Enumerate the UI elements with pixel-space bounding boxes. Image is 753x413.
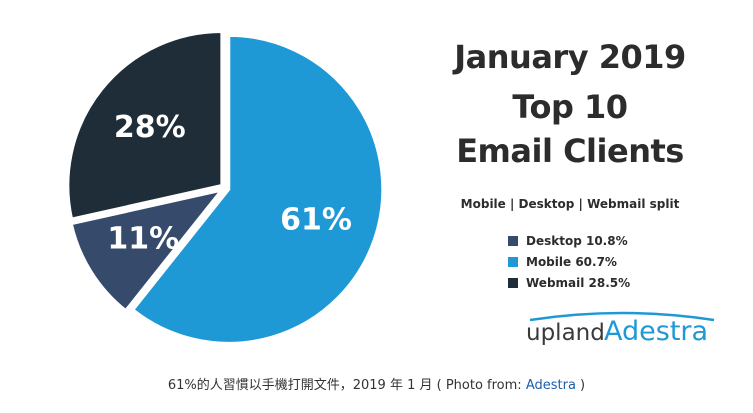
logo-word-adestra: Adestra xyxy=(604,316,709,347)
chart-subtitle: Mobile | Desktop | Webmail split xyxy=(460,197,680,211)
legend-label-mobile: Mobile 60.7% xyxy=(526,254,617,269)
caption-source-link[interactable]: Adestra xyxy=(525,378,576,393)
pie-label-mobile: 61% xyxy=(280,202,352,237)
legend-label-webmail: Webmail 28.5% xyxy=(526,275,631,290)
legend-swatch-mobile xyxy=(508,256,518,267)
chart-title-line-1: January 2019 xyxy=(454,38,686,76)
chart-title-line-3: Email Clients xyxy=(456,132,684,170)
legend-item-webmail: Webmail 28.5% xyxy=(508,272,630,293)
caption-suffix: ) xyxy=(575,378,586,393)
chart-title-line-2: Top 10 xyxy=(512,88,628,126)
pie-label-webmail: 28% xyxy=(114,110,186,145)
pie-slice-mobile xyxy=(130,33,385,345)
caption-text: 61%的人習慣以手機打開文件，2019 年 1 月 ( Photo from: xyxy=(167,378,526,393)
pie-label-desktop: 11% xyxy=(107,222,179,257)
pie-slice-webmail xyxy=(66,29,224,221)
pie-chart: 61% 11% 28% xyxy=(66,29,385,345)
legend-label-desktop: Desktop 10.8% xyxy=(526,233,628,248)
chart-figure: 61% 11% 28% January 2019 Top 10 Email Clie… xyxy=(66,29,722,358)
logo-word-upland: upland xyxy=(526,320,605,346)
image-caption: 61%的人習慣以手機打開文件，2019 年 1 月 ( Photo from: … xyxy=(0,374,753,393)
logo-swoosh-icon xyxy=(529,311,715,322)
legend-swatch-webmail xyxy=(508,277,518,288)
pie-slice-desktop xyxy=(69,187,226,313)
legend-item-mobile: Mobile 60.7% xyxy=(508,251,630,272)
legend-item-desktop: Desktop 10.8% xyxy=(508,230,630,251)
legend-swatch-desktop xyxy=(508,235,518,246)
upland-adestra-logo: upland Adestra xyxy=(522,308,722,358)
chart-legend: Desktop 10.8% Mobile 60.7% Webmail 28.5% xyxy=(508,230,630,293)
